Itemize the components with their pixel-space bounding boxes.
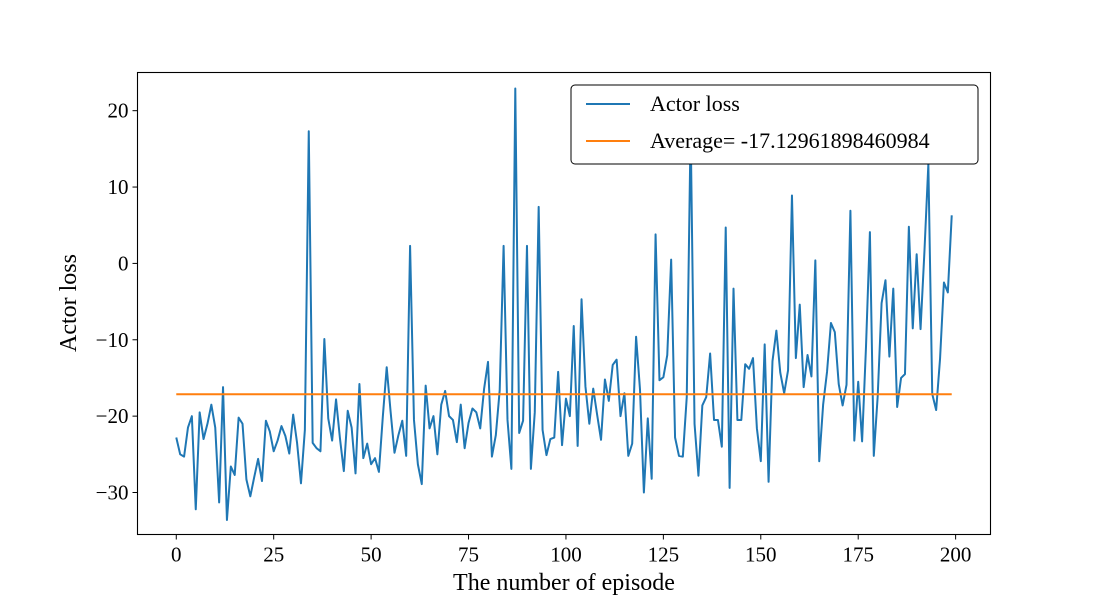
y-axis-title: Actor loss bbox=[56, 254, 82, 352]
x-tick-label: 200 bbox=[940, 543, 972, 567]
x-tick-label: 0 bbox=[171, 543, 182, 567]
plot-frame bbox=[136, 71, 992, 536]
y-tick-label: 10 bbox=[108, 175, 129, 199]
y-tick-label: −20 bbox=[96, 404, 129, 428]
x-tick-label: 25 bbox=[263, 543, 284, 567]
x-tick-label: 100 bbox=[550, 543, 582, 567]
x-tick-label: 75 bbox=[458, 543, 479, 567]
x-tick-label: 150 bbox=[745, 543, 777, 567]
x-tick-label: 175 bbox=[842, 543, 874, 567]
legend-label-average: Average= -17.12961898460984 bbox=[650, 128, 930, 153]
y-tick-label: −30 bbox=[96, 481, 129, 505]
legend-box bbox=[570, 84, 979, 165]
x-axis-title: The number of episode bbox=[453, 570, 675, 596]
x-axis: 0 25 50 75 100 125 150 175 200 bbox=[171, 534, 972, 567]
series-line-actor-loss bbox=[175, 87, 953, 521]
x-tick-label: 50 bbox=[361, 543, 382, 567]
series-layer bbox=[175, 87, 953, 521]
y-tick-label: 20 bbox=[108, 99, 129, 123]
y-tick-label: −10 bbox=[96, 328, 129, 352]
legend-label-actor-loss: Actor loss bbox=[650, 91, 740, 116]
y-axis: −30 −20 −10 0 10 20 bbox=[96, 99, 138, 505]
legend: Actor loss Average= -17.12961898460984 bbox=[570, 84, 979, 165]
y-tick-label: 0 bbox=[118, 251, 129, 275]
x-tick-label: 125 bbox=[648, 543, 680, 567]
